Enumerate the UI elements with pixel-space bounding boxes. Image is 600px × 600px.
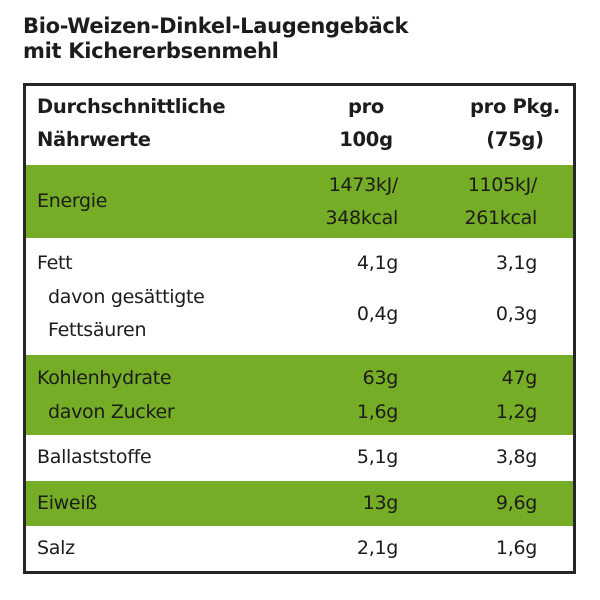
product-title: Bio-Weizen-Dinkel-Laugengebäck mit Kiche… <box>23 14 408 64</box>
value-zucker-100g: 1,6g <box>356 401 398 423</box>
table-row-fett: Fett 4,1g 3,1g davon gesättigte Fettsäure… <box>26 238 573 355</box>
value-fett-100g: 4,1g <box>356 252 398 274</box>
label-salz: Salz <box>37 537 75 559</box>
table-row-energie: Energie 1473kJ/348kcal 1105kJ/261kcal <box>26 165 573 238</box>
table-row-salz: Salz 2,1g 1,6g <box>26 526 573 571</box>
value-fett-pkg: 3,1g <box>495 252 537 274</box>
value-zucker-pkg: 1,2g <box>495 401 537 423</box>
label-gesaettigte-fettsaeuren: davon gesättigte Fettsäuren <box>48 286 205 341</box>
label-kohlenhydrate: Kohlenhydrate <box>37 367 172 389</box>
value-eiweiss-pkg: 9,6g <box>495 492 537 514</box>
header-per-package: pro Pkg. (75g) <box>470 95 560 151</box>
value-kohlenhydrate-100g: 63g <box>362 367 399 389</box>
header-per-100g: pro 100g <box>339 95 393 151</box>
value-ballaststoffe-pkg: 3,8g <box>495 446 537 468</box>
value-ballaststoffe-100g: 5,1g <box>356 446 398 468</box>
value-salz-100g: 2,1g <box>356 537 398 559</box>
value-energie-100g: 1473kJ/348kcal <box>325 174 398 229</box>
label-zucker: davon Zucker <box>48 401 175 423</box>
label-eiweiss: Eiweiß <box>37 492 97 514</box>
nutrition-table: Durchschnittliche Nährwerte pro 100g pro P… <box>23 83 576 574</box>
table-header: Durchschnittliche Nährwerte pro 100g pro P… <box>26 86 573 165</box>
value-eiweiss-100g: 13g <box>362 492 399 514</box>
product-title-line2: mit Kichererbsenmehl <box>23 39 279 63</box>
value-gesaettigte-pkg: 0,3g <box>495 303 537 325</box>
value-salz-pkg: 1,6g <box>495 537 537 559</box>
value-energie-pkg: 1105kJ/261kcal <box>464 174 537 229</box>
table-row-ballaststoffe: Ballaststoffe 5,1g 3,8g <box>26 435 573 481</box>
table-row-kohlenhydrate: Kohlenhydrate 63g 47g davon Zucker 1,6g … <box>26 355 573 435</box>
value-kohlenhydrate-pkg: 47g <box>501 367 538 389</box>
label-energie: Energie <box>37 190 108 212</box>
header-nutrients: Durchschnittliche Nährwerte <box>37 95 226 151</box>
table-row-eiweiss: Eiweiß 13g 9,6g <box>26 481 573 526</box>
label-ballaststoffe: Ballaststoffe <box>37 446 152 468</box>
product-title-line1: Bio-Weizen-Dinkel-Laugengebäck <box>23 14 409 38</box>
label-fett: Fett <box>37 252 73 274</box>
value-gesaettigte-100g: 0,4g <box>356 303 398 325</box>
